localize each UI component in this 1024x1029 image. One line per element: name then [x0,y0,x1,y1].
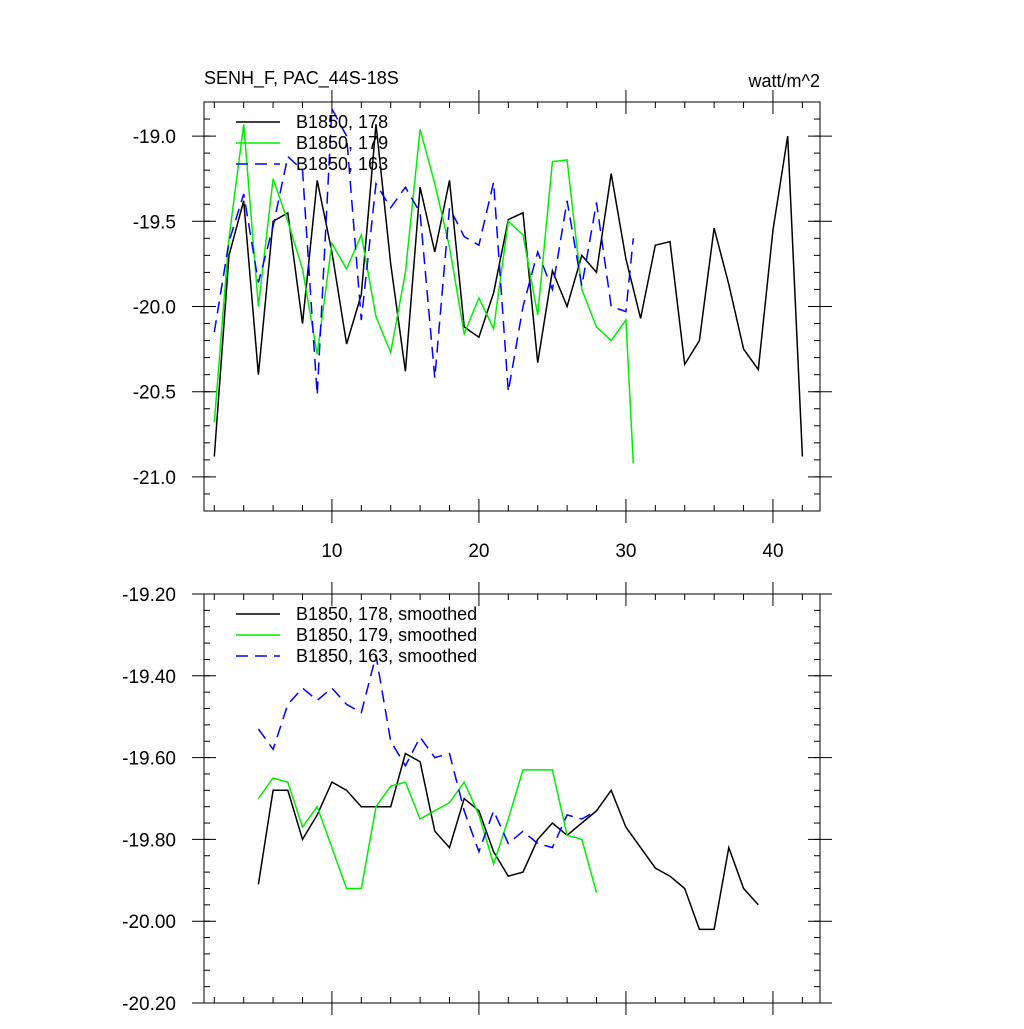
chart-title: SENH_F, PAC_44S-18S [204,68,399,89]
y-tick-label: -19.40 [122,667,176,688]
x-tick-label: 20 [468,541,489,562]
y-tick-label: -21.0 [133,468,176,489]
top-panel: SENH_F, PAC_44S-18S watt/m^2 10 20 30 40 -21… [133,68,832,562]
y-tick-label: -19.80 [122,830,176,851]
series-line-1 [213,124,804,457]
legend-label: B1850, 178, smoothed [296,604,477,624]
units-label: watt/m^2 [748,71,820,91]
series-line-2 [213,124,635,464]
y-tick-label: -20.5 [133,383,176,404]
legend-label: B1850, 179 [296,133,388,153]
bottom-axis-ticks: -20.20 -20.00 -19.80 -19.60 -19.40 -19.20 [122,582,832,1015]
y-tick-label: -20.0 [133,298,176,319]
series-line-3 [213,106,635,396]
y-tick-label: -19.5 [133,212,176,233]
x-tick-label: 40 [762,541,783,562]
x-tick-label: 30 [615,541,636,562]
legend-label: B1850, 163 [296,154,388,174]
x-tick-label: 10 [321,541,342,562]
bottom-series-group [257,655,759,931]
y-tick-label: -20.20 [122,994,176,1015]
bottom-plot-frame [203,593,821,1004]
top-series-group [213,106,804,464]
legend-label: B1850, 163, smoothed [296,646,477,666]
legend-label: B1850, 178 [296,112,388,132]
y-tick-label: -19.20 [122,585,176,606]
y-tick-label: -19.0 [133,127,176,148]
top-axis-ticks: 10 20 30 40 -21.0 -20.5 -20.0 -19.5 -19.0 [133,90,832,562]
series-line-3 [257,655,597,854]
series-line-2 [257,769,598,893]
y-tick-label: -19.60 [122,749,176,770]
y-tick-label: -20.00 [122,912,176,933]
legend-label: B1850, 179, smoothed [296,625,477,645]
series-line-1 [257,752,759,931]
bottom-panel: -20.20 -20.00 -19.80 -19.60 -19.40 -19.20 B18… [122,582,832,1015]
